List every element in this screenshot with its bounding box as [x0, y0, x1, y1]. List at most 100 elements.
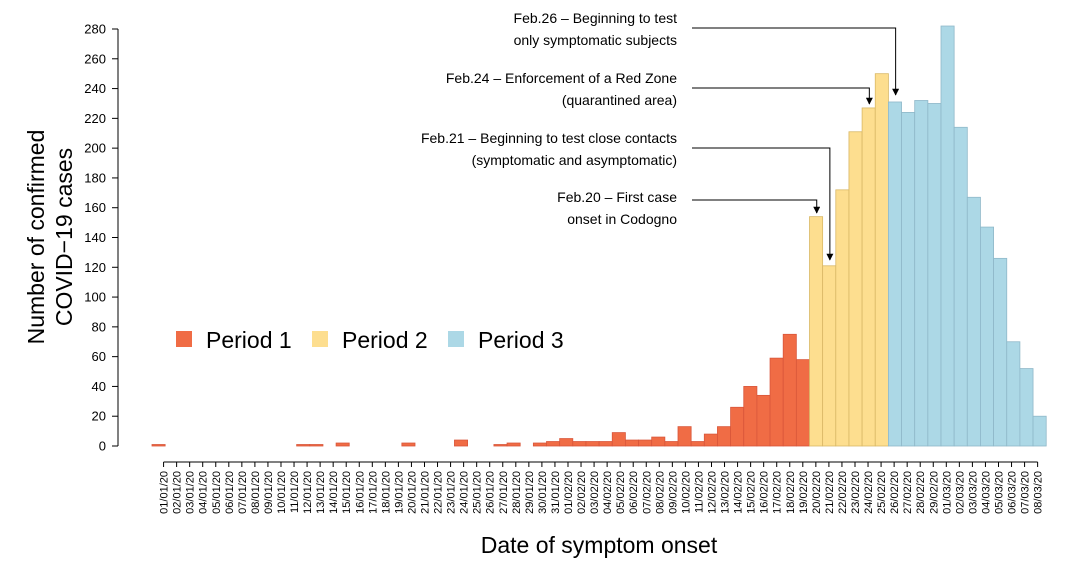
- bar-12-01-20: [296, 444, 311, 447]
- y-tick-label: 280: [84, 22, 106, 37]
- x-tick-label: 11/02/20: [693, 471, 705, 513]
- annotation-26-02-20: Feb.26 – Beginning to test only symptomat…: [514, 10, 900, 96]
- bar-14-02-20: [730, 406, 745, 447]
- x-tick-label: 15/02/20: [746, 471, 758, 514]
- bar-08-03-20: [1032, 415, 1047, 447]
- bar-28-02-20: [914, 100, 929, 447]
- bar-13-01-20: [309, 444, 324, 447]
- x-tick-label: 10/01/20: [276, 471, 288, 514]
- x-tick-label: 13/01/20: [315, 471, 327, 514]
- annotation-text: Feb.20 – First case: [557, 189, 677, 205]
- legend: Period 1 Period 2 Period 3: [176, 327, 564, 353]
- y-tick-label: 260: [84, 51, 106, 66]
- annotations-group: Feb.26 – Beginning to test only symptomat…: [421, 10, 900, 261]
- x-tick-label: 04/01/20: [198, 471, 210, 514]
- x-tick-label: 05/01/20: [211, 471, 223, 514]
- bar-01-02-20: [559, 438, 574, 447]
- x-tick-label: 06/01/20: [224, 471, 236, 514]
- legend-swatch: [448, 331, 464, 347]
- x-axis-title: Date of symptom onset: [481, 532, 718, 558]
- y-tick-label: 100: [84, 290, 106, 305]
- bar-04-02-20: [598, 441, 613, 447]
- legend-item-2: Period 2: [312, 327, 428, 353]
- x-tick-label: 07/02/20: [641, 471, 653, 514]
- y-axis-title: Number of confirmedCOVID−19 cases: [23, 130, 77, 345]
- x-tick-label: 03/02/20: [589, 471, 601, 514]
- legend-item-3: Period 3: [448, 327, 564, 353]
- x-tick-label: 14/02/20: [733, 471, 745, 514]
- bar-20-02-20: [809, 216, 824, 447]
- legend-swatch: [312, 331, 328, 347]
- bar-21-02-20: [822, 265, 837, 447]
- x-tick-label: 09/02/20: [667, 471, 679, 514]
- x-tick-label: 02/03/20: [954, 471, 966, 514]
- bar-06-02-20: [625, 439, 639, 447]
- bar-26-02-20: [888, 101, 902, 447]
- x-tick-label: 06/03/20: [1007, 471, 1019, 514]
- x-tick-label: 07/03/20: [1020, 471, 1032, 514]
- x-tick-label: 02/02/20: [576, 471, 588, 514]
- bar-15-01-20: [335, 442, 350, 447]
- y-tick-label: 200: [84, 141, 106, 156]
- y-tick-label: 160: [84, 200, 106, 215]
- y-tick-label: 140: [84, 230, 106, 245]
- legend-label: Period 1: [206, 327, 292, 353]
- bar-16-02-20: [756, 394, 771, 447]
- y-tick-label: 40: [92, 379, 106, 394]
- x-tick-label: 01/01/20: [159, 471, 171, 514]
- bar-19-02-20: [795, 359, 810, 447]
- bar-25-02-20: [874, 73, 889, 447]
- x-tick-label: 27/01/20: [498, 471, 510, 514]
- bar-28-01-20: [506, 442, 521, 447]
- bar-05-03-20: [993, 257, 1008, 447]
- bar-02-02-20: [572, 441, 587, 447]
- y-tick-label: 0: [99, 439, 106, 454]
- annotation-text: only symptomatic subjects: [514, 32, 677, 48]
- bar-27-02-20: [901, 112, 916, 447]
- x-tick-label: 11/01/20: [289, 471, 301, 513]
- x-tick-label: 08/02/20: [654, 471, 666, 514]
- x-tick-label: 19/01/20: [393, 471, 405, 514]
- bar-23-02-20: [848, 131, 863, 447]
- x-tick-label: 20/02/20: [811, 471, 823, 514]
- x-tick-label: 15/01/20: [341, 471, 353, 514]
- x-tick-label: 31/01/20: [550, 471, 562, 514]
- x-tick-label: 06/02/20: [628, 471, 640, 514]
- x-tick-label: 23/01/20: [446, 471, 458, 514]
- bar-24-02-20: [861, 107, 876, 447]
- bar-27-01-20: [493, 444, 508, 447]
- x-tick-label: 12/02/20: [706, 471, 718, 514]
- bar-06-03-20: [1006, 341, 1021, 447]
- x-tick-label: 08/01/20: [250, 471, 262, 514]
- x-tick-label: 16/01/20: [354, 471, 366, 514]
- x-tick-label: 01/02/20: [563, 471, 575, 514]
- annotation-arrow: [692, 87, 873, 105]
- x-tick-label: 17/01/20: [367, 471, 379, 514]
- annotation-arrow: [692, 147, 834, 261]
- bar-03-03-20: [966, 196, 981, 447]
- annotation-arrow: [692, 27, 900, 96]
- annotation-text: Feb.26 – Beginning to test: [514, 10, 678, 26]
- x-tick-label: 09/01/20: [263, 471, 275, 514]
- annotation-arrow: [692, 199, 821, 214]
- x-tick-label: 14/01/20: [328, 471, 340, 514]
- bar-17-02-20: [769, 357, 784, 447]
- x-axis: 01/01/20 02/01/20 03/01/20 04/01/20 05/01/20…: [159, 461, 1045, 514]
- legend-label: Period 2: [342, 327, 428, 353]
- x-tick-label: 17/02/20: [772, 471, 784, 514]
- x-tick-label: 19/02/20: [798, 471, 810, 514]
- x-tick-label: 23/02/20: [850, 471, 862, 514]
- bar-29-02-20: [927, 103, 942, 447]
- bar-07-03-20: [1019, 368, 1034, 447]
- annotation-text: onset in Codogno: [567, 211, 677, 227]
- bar-31-01-20: [546, 441, 561, 447]
- x-tick-label: 05/03/20: [993, 471, 1005, 514]
- x-tick-label: 30/01/20: [537, 471, 549, 514]
- bar-04-03-20: [980, 226, 995, 447]
- annotation-text: (quarantined area): [562, 92, 677, 108]
- bar-11-02-20: [690, 441, 705, 447]
- x-tick-label: 28/01/20: [511, 471, 523, 514]
- bar-22-02-20: [835, 189, 850, 447]
- x-tick-label: 03/01/20: [185, 471, 197, 514]
- bar-12-02-20: [703, 433, 718, 447]
